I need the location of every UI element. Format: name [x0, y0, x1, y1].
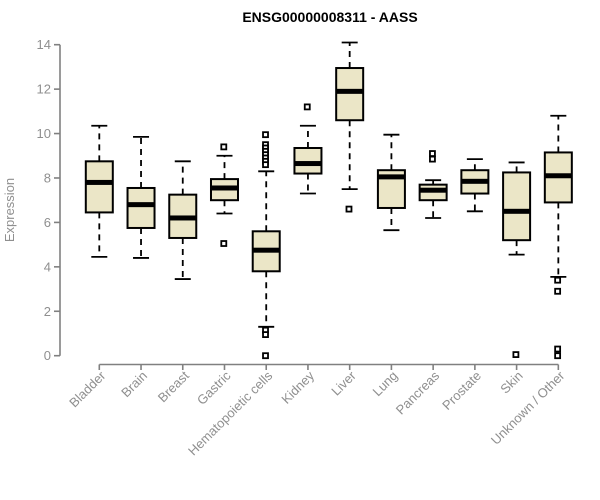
- boxplot-prostate: [460, 158, 490, 213]
- iqr-box: [335, 67, 365, 122]
- x-axis-label-bladder: Bladder: [66, 368, 109, 411]
- x-axis-label-lung: Lung: [369, 368, 400, 399]
- outlier-point: [554, 287, 562, 295]
- median-bar: [336, 88, 364, 94]
- boxplot-gastric: [209, 143, 239, 247]
- y-tick-label: 10: [37, 126, 51, 141]
- median-bar: [85, 179, 113, 185]
- y-axis-title: Expression: [2, 178, 17, 242]
- boxplot-bladder: [84, 124, 114, 258]
- boxplot-skin: [502, 161, 532, 358]
- y-tick-label: 6: [44, 215, 51, 230]
- boxplot-pancreas: [418, 150, 448, 219]
- outlier-point: [220, 143, 228, 151]
- outlier-point: [345, 205, 353, 213]
- x-axis-label-breast: Breast: [155, 368, 192, 405]
- x-axis-label-unknown-other: Unknown / Other: [488, 368, 568, 448]
- x-axis-label-pancreas: Pancreas: [393, 368, 443, 418]
- outlier-point: [262, 131, 269, 139]
- y-axis: 0 2 4 6 8 10 12 14: [37, 37, 61, 363]
- outlier-point: [262, 161, 269, 169]
- x-axis-label-prostate: Prostate: [439, 368, 484, 413]
- iqr-box: [502, 171, 532, 242]
- median-bar: [210, 185, 238, 191]
- boxplot-liver: [335, 41, 365, 213]
- boxplot-brain: [126, 135, 156, 259]
- boxplot-unknown-other: [543, 114, 573, 360]
- median-bar: [503, 208, 531, 214]
- median-bar: [294, 161, 322, 167]
- boxplot-breast: [168, 160, 198, 280]
- x-axis-label-kidney: Kidney: [278, 368, 317, 407]
- outlier-point: [429, 155, 436, 163]
- x-axis-label-skin: Skin: [497, 368, 525, 396]
- median-bar: [127, 202, 155, 208]
- outlier-point: [262, 331, 269, 338]
- y-tick-label: 4: [44, 259, 51, 274]
- x-axis-label-brain: Brain: [118, 368, 150, 400]
- iqr-box: [126, 186, 156, 229]
- boxplot-hematopoietic-cells: [251, 131, 281, 360]
- median-bar: [169, 215, 197, 221]
- outlier-point: [429, 150, 436, 157]
- boxplot-kidney: [293, 103, 323, 195]
- outlier-point: [303, 103, 311, 111]
- iqr-box: [84, 160, 114, 214]
- chart-title: ENSG00000008311 - AASS: [242, 9, 417, 25]
- x-axis-label-liver: Liver: [328, 368, 359, 399]
- outlier-point: [554, 276, 562, 284]
- outlier-point: [220, 240, 228, 247]
- iqr-box: [293, 146, 323, 175]
- outlier-point: [554, 352, 562, 360]
- median-bar: [377, 174, 405, 180]
- y-tick-label: 0: [44, 348, 51, 363]
- median-bar: [461, 178, 489, 184]
- y-tick-label: 8: [44, 170, 51, 185]
- y-tick-label: 14: [37, 37, 51, 52]
- median-bar: [544, 173, 572, 179]
- outlier-point: [554, 345, 562, 353]
- median-bar: [419, 187, 447, 193]
- median-bar: [252, 247, 280, 253]
- y-tick-label: 2: [44, 304, 51, 319]
- y-tick-label: 12: [37, 82, 51, 97]
- outlier-point: [262, 352, 269, 360]
- boxplot-lung: [376, 133, 406, 232]
- x-axis-label-gastric: Gastric: [194, 368, 234, 408]
- outlier-point: [512, 351, 520, 358]
